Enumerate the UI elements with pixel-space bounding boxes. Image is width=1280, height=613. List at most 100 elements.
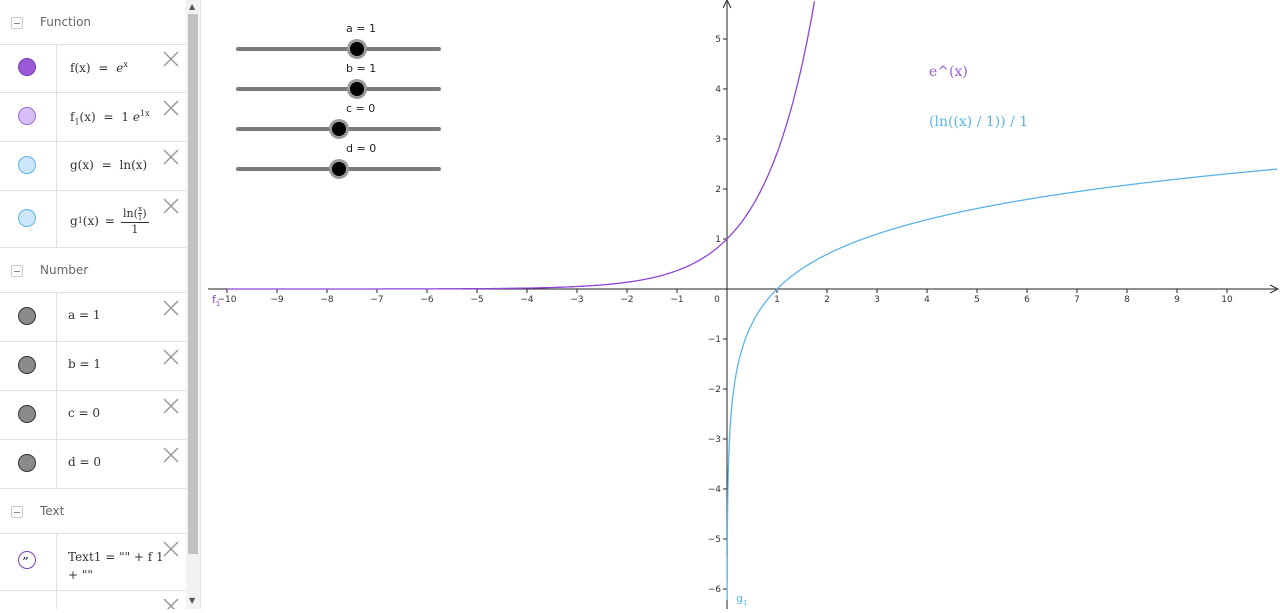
- y-tick-label: −2: [708, 385, 721, 395]
- expression-b[interactable]: b = 1: [68, 357, 101, 371]
- graphics-canvas[interactable]: −10 −9 −8 −7 −6 −5 −4 −3 −2 −1 0 1 2 3 4 5 6 7 8 9 1054321−1…: [208, 0, 1280, 609]
- graphics-view[interactable]: −10 −9 −8 −7 −6 −5 −4 −3 −2 −1 0 1 2 3 4 5 6 7 8 9 10 5 4 3 2 1 −1…: [208, 0, 1280, 609]
- group-title-text: Text: [40, 504, 65, 518]
- y-tick-label: 5: [715, 35, 721, 45]
- x-tick-label: −6: [420, 295, 434, 305]
- x-tick-label: 7: [1074, 295, 1080, 305]
- text-ln[interactable]: (ln((x) / 1)) / 1: [929, 114, 1028, 130]
- x-tick-label: 9: [1174, 295, 1180, 305]
- algebra-row-d[interactable]: d = 0: [0, 440, 186, 489]
- x-tick-label: −9: [270, 295, 284, 305]
- x-tick-label: 10: [1221, 295, 1233, 305]
- collapse-number-icon[interactable]: [11, 265, 23, 277]
- algebra-row-a[interactable]: a = 1: [0, 293, 186, 342]
- visibility-toggle-icon[interactable]: [18, 107, 36, 125]
- delete-icon[interactable]: [162, 540, 180, 558]
- text-ln-label: (ln((x) / 1)) / 1: [929, 114, 1029, 130]
- y-tick-label: 2: [715, 185, 721, 195]
- visibility-toggle-icon[interactable]: [18, 58, 36, 76]
- expression-f[interactable]: f(x) = ex: [70, 60, 128, 75]
- y-tick-label: −5: [708, 535, 721, 545]
- algebra-row-partial[interactable]: [0, 591, 186, 609]
- algebra-row-g1[interactable]: g 1 (x) = ln ( x 1 ) 1: [0, 191, 186, 248]
- collapse-text-icon[interactable]: [11, 506, 23, 518]
- expression-c[interactable]: c = 0: [68, 406, 101, 420]
- x-tick-label: −8: [320, 295, 334, 305]
- delete-icon[interactable]: [162, 299, 180, 317]
- visibility-toggle-icon[interactable]: [18, 405, 36, 423]
- y-tick-label: −6: [708, 585, 722, 595]
- x-tick-label: −4: [520, 295, 534, 305]
- expression-text1[interactable]: Text1 = "" + f 1 + "": [68, 550, 164, 582]
- scroll-down-icon[interactable]: ▼: [189, 596, 196, 605]
- y-tick-label: −1: [708, 335, 721, 345]
- y-tick-label: −3: [708, 435, 721, 445]
- slider-track-0[interactable]: [236, 47, 441, 51]
- x-tick-label: 0: [714, 295, 720, 305]
- visibility-toggle-icon[interactable]: [18, 454, 36, 472]
- series-line-exp: [227, 1, 816, 290]
- x-tick-label: 2: [824, 295, 830, 305]
- scroll-up-icon[interactable]: ▲: [189, 2, 196, 11]
- delete-icon[interactable]: [162, 348, 180, 366]
- group-header-text[interactable]: Text: [0, 489, 186, 534]
- slider-track-1[interactable]: [236, 87, 441, 91]
- text-exp[interactable]: e^(x): [929, 64, 968, 80]
- y-axis-arrow-icon: [722, 0, 732, 9]
- delete-icon[interactable]: [162, 50, 180, 68]
- slider-label-1: b = 1: [346, 62, 377, 75]
- curve-label-f1[interactable]: f1: [212, 293, 221, 309]
- slider-knob-1[interactable]: [350, 82, 364, 96]
- slider-knob-2[interactable]: [331, 122, 346, 136]
- group-header-function[interactable]: Function: [0, 0, 186, 45]
- slider-label-0: a = 1: [346, 22, 376, 35]
- x-tick-label: 4: [924, 295, 930, 305]
- scroll-thumb[interactable]: [188, 14, 198, 554]
- quote-icon[interactable]: ”: [18, 551, 36, 569]
- slider-label-3: d = 0: [346, 142, 377, 155]
- x-tick-label: 6: [1024, 295, 1030, 305]
- algebra-row-f1[interactable]: f1(x) = 1 e1x: [0, 93, 186, 142]
- expression-d[interactable]: d = 0: [68, 455, 101, 469]
- x-tick-label: 1: [774, 295, 780, 305]
- visibility-toggle-icon[interactable]: [18, 156, 36, 174]
- view-separator[interactable]: [200, 0, 209, 609]
- delete-icon[interactable]: [162, 99, 180, 117]
- x-tick-label: 8: [1124, 295, 1130, 305]
- algebra-row-c[interactable]: c = 0: [0, 391, 186, 440]
- algebra-row-text1[interactable]: ” Text1 = "" + f 1 + "": [0, 534, 186, 591]
- delete-icon[interactable]: [162, 597, 180, 609]
- delete-icon[interactable]: [162, 397, 180, 415]
- delete-icon[interactable]: [162, 148, 180, 166]
- y-tick-label: 1: [715, 235, 721, 245]
- curve-label-g1[interactable]: g1: [736, 592, 748, 608]
- slider-knob-3[interactable]: [331, 162, 346, 176]
- visibility-toggle-icon[interactable]: [18, 209, 36, 227]
- algebra-row-f[interactable]: f(x) = ex: [0, 44, 186, 93]
- algebra-scrollbar[interactable]: ▲ ▼: [186, 0, 200, 609]
- expression-g1[interactable]: g 1 (x) = ln ( x 1 ) 1: [70, 205, 149, 236]
- visibility-toggle-icon[interactable]: [18, 307, 36, 325]
- series-line-ln: [726, 168, 1278, 600]
- y-tick-label: 3: [715, 135, 721, 145]
- algebra-row-b[interactable]: b = 1: [0, 342, 186, 391]
- expression-g[interactable]: g(x) = ln(x): [70, 158, 148, 172]
- y-tick-label: −4: [708, 485, 722, 495]
- x-tick-label: 3: [874, 295, 880, 305]
- group-title-number: Number: [40, 263, 89, 277]
- collapse-function-icon[interactable]: [11, 17, 23, 29]
- expression-a[interactable]: a = 1: [68, 308, 101, 322]
- x-tick-label: −5: [470, 295, 483, 305]
- x-tick-label: −2: [620, 295, 633, 305]
- slider-label-2: c = 0: [346, 102, 376, 115]
- delete-icon[interactable]: [162, 197, 180, 215]
- expression-f1[interactable]: f1(x) = 1 e1x: [70, 109, 150, 127]
- visibility-toggle-icon[interactable]: [18, 356, 36, 374]
- algebra-row-g[interactable]: g(x) = ln(x): [0, 142, 186, 191]
- delete-icon[interactable]: [162, 446, 180, 464]
- x-tick-label: −10: [218, 295, 237, 305]
- group-header-number[interactable]: Number: [0, 248, 186, 293]
- algebra-view: Function f(x) = ex f1(x) = 1 e1x g(x) = …: [0, 0, 187, 609]
- group-title-function: Function: [40, 15, 92, 29]
- slider-knob-0[interactable]: [350, 42, 364, 56]
